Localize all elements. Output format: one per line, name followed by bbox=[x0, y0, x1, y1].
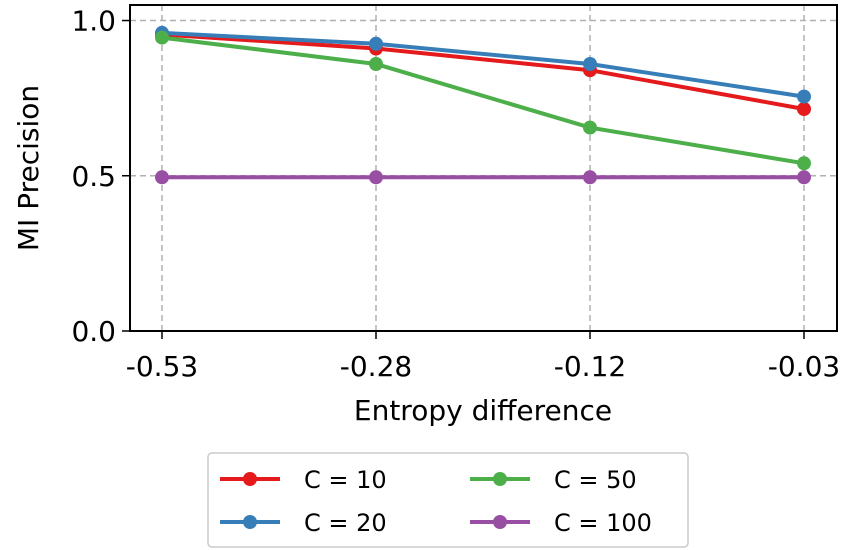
data-point bbox=[155, 30, 169, 45]
series-line bbox=[161, 32, 805, 111]
x-axis-title: Entropy difference bbox=[354, 394, 612, 427]
data-point bbox=[797, 102, 811, 116]
data-point bbox=[797, 89, 811, 104]
x-tick-label: -0.03 bbox=[768, 350, 840, 383]
series-group bbox=[155, 25, 811, 185]
data-point bbox=[583, 57, 597, 71]
legend-frame bbox=[207, 452, 689, 548]
series bbox=[155, 30, 811, 171]
legend-entry: C = 50 bbox=[470, 466, 637, 494]
data-point bbox=[797, 156, 811, 171]
legend-label: C = 10 bbox=[304, 466, 387, 494]
x-axis: -0.53 -0.28 -0.12 -0.03 bbox=[126, 331, 840, 383]
y-tick-label: 0.5 bbox=[71, 160, 116, 193]
legend-label: C = 20 bbox=[304, 509, 387, 537]
legend-marker bbox=[243, 472, 257, 486]
x-tick-label: -0.28 bbox=[340, 350, 412, 383]
legend-marker bbox=[493, 515, 507, 529]
legend-entry: C = 10 bbox=[220, 466, 387, 494]
y-tick-label: 1.0 bbox=[71, 5, 116, 38]
x-tick-label: -0.12 bbox=[554, 350, 626, 383]
legend: C = 10 C = 20 C = 50 C = 100 bbox=[207, 452, 689, 548]
series-line bbox=[161, 30, 805, 99]
plot-frame bbox=[129, 4, 838, 332]
x-tick-label: -0.53 bbox=[126, 350, 198, 383]
y-axis: 0.0 0.5 1.0 bbox=[71, 5, 130, 348]
y-axis-title: MI Precision bbox=[12, 85, 45, 251]
series bbox=[155, 170, 811, 185]
legend-entry: C = 20 bbox=[220, 509, 387, 537]
data-point bbox=[369, 36, 383, 51]
data-point bbox=[369, 57, 383, 71]
legend-marker bbox=[493, 472, 507, 486]
data-point bbox=[369, 170, 383, 185]
data-point bbox=[583, 120, 597, 135]
legend-entry: C = 100 bbox=[470, 509, 652, 537]
data-point bbox=[583, 170, 597, 185]
series bbox=[155, 27, 811, 116]
data-point bbox=[155, 170, 169, 185]
legend-marker bbox=[243, 515, 257, 529]
series-line bbox=[161, 35, 805, 166]
legend-label: C = 100 bbox=[554, 509, 652, 537]
legend-label: C = 50 bbox=[554, 466, 637, 494]
y-tick-label: 0.0 bbox=[71, 315, 116, 348]
data-point bbox=[797, 170, 811, 185]
